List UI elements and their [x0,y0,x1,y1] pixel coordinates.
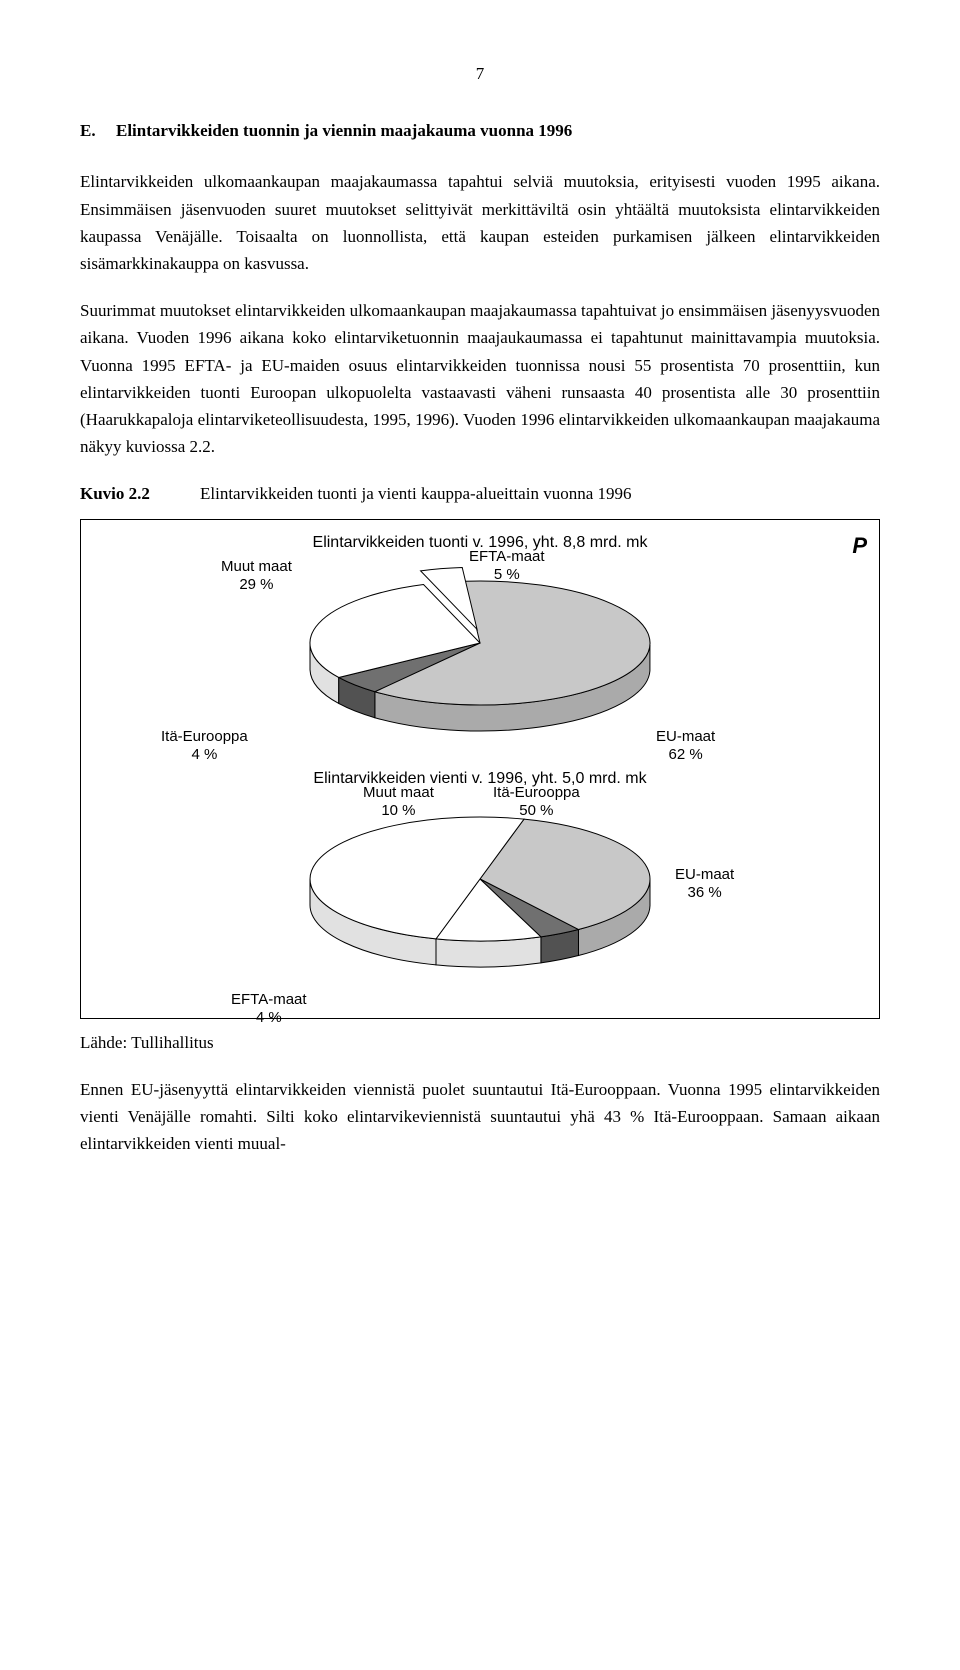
export-chart-title: Elintarvikkeiden vienti v. 1996, yht. 5,… [101,766,859,792]
figure-heading: Kuvio 2.2 Elintarvikkeiden tuonti ja vie… [80,480,880,507]
paragraph-2: Suurimmat muutokset elintarvikkeiden ulk… [80,297,880,460]
label-eu-1: EU-maat62 % [656,728,715,764]
export-chart: Elintarvikkeiden vienti v. 1996, yht. 5,… [101,766,859,994]
export-pie [270,794,690,994]
figure-label: Kuvio 2.2 [80,480,200,507]
label-muut-2: Muut maat10 % [363,784,434,820]
label-efta-2: Itä-Eurooppa50 % [493,784,580,820]
label-muut-1: Muut maat29 % [221,558,292,594]
source-text: Lähde: Tullihallitus [80,1029,880,1056]
section-letter: E. [80,117,116,144]
label-eu-2: EU-maat36 % [675,866,734,902]
label-efta-1: EFTA-maat5 % [469,548,545,584]
paragraph-1: Elintarvikkeiden ulkomaankaupan maajakau… [80,168,880,277]
figure-title: Elintarvikkeiden tuonti ja vienti kauppa… [200,480,632,507]
section-title: Elintarvikkeiden tuonnin ja viennin maaj… [116,117,572,144]
section-heading: E. Elintarvikkeiden tuonnin ja viennin m… [80,117,880,144]
chart-container: P Elintarvikkeiden tuonti v. 1996, yht. … [80,519,880,1018]
label-ita-1: Itä-Eurooppa4 % [161,728,248,764]
paragraph-final: Ennen EU-jäsenyyttä elintarvikkeiden vie… [80,1076,880,1158]
import-chart: Elintarvikkeiden tuonti v. 1996, yht. 8,… [101,530,859,748]
import-pie [270,558,690,748]
label-ita-2: EFTA-maat4 % [231,991,307,1027]
page-number: 7 [80,60,880,87]
